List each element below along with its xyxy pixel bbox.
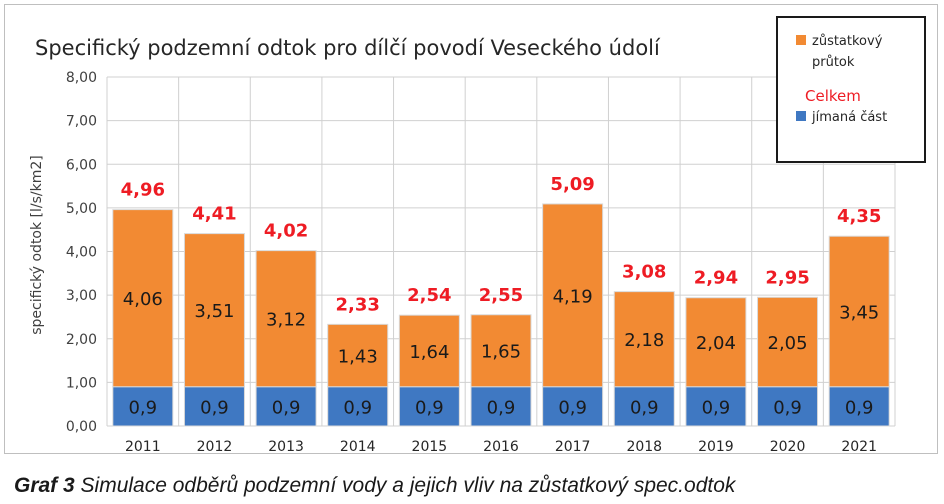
data-label-celkem: 5,09 (550, 174, 594, 195)
bar-zustatkovy-prutok (112, 209, 174, 388)
x-tick-label: 2013 (268, 439, 304, 455)
data-label-jimana-cast: 0,9 (272, 397, 301, 418)
bar-jimana-cast (327, 386, 389, 427)
bar-zustatkovy-prutok (542, 203, 604, 388)
x-tick-label: 2020 (770, 439, 806, 455)
caption-label: Graf 3 (14, 474, 75, 497)
x-tick-label: 2019 (698, 439, 734, 455)
legend-label-jimana-cast: jímaná část (811, 110, 887, 125)
bar-zustatkovy-prutok (327, 323, 389, 388)
bar-jimana-cast (828, 386, 890, 427)
bar-zustatkovy-prutok (255, 250, 317, 388)
data-label-jimana-cast: 0,9 (343, 397, 372, 418)
y-tick-label: 8,00 (66, 70, 97, 86)
data-label-celkem: 2,95 (765, 267, 809, 288)
y-axis-label: specifický odtok [l/s/km2] (29, 155, 45, 335)
data-label-jimana-cast: 0,9 (558, 397, 587, 418)
x-tick-label: 2018 (626, 439, 662, 455)
x-tick-labels: 2011 2012 2013 2014 2015 2016 2017 2018 2019 2020… (125, 439, 877, 455)
bar-jimana-cast (613, 386, 675, 427)
y-tick-label: 1,00 (66, 375, 97, 391)
legend: zůstatkový průtok Celkem jímaná část (776, 16, 926, 163)
data-label-zustatkovy-prutok: 2,05 (768, 333, 808, 354)
data-label-celkem: 4,35 (837, 206, 881, 227)
data-label-jimana-cast: 0,9 (630, 397, 659, 418)
data-label-zustatkovy-prutok: 2,18 (624, 330, 664, 351)
bar-zustatkovy-prutok (613, 291, 675, 388)
data-label-zustatkovy-prutok: 3,51 (194, 301, 234, 322)
legend-label-celkem: Celkem (805, 87, 861, 105)
data-label-celkem: 3,08 (622, 262, 666, 283)
data-label-celkem: 2,33 (336, 294, 380, 315)
y-tick-label: 3,00 (66, 288, 97, 304)
data-label-zustatkovy-prutok: 3,45 (839, 302, 879, 323)
x-tick-label: 2017 (555, 439, 591, 455)
x-tick-label: 2015 (412, 439, 448, 455)
legend-label-zustatkovy-prutok-2: průtok (812, 55, 855, 70)
bar-zustatkovy-prutok (398, 314, 460, 388)
y-tick-label: 5,00 (66, 201, 97, 217)
y-tick-label: 2,00 (66, 332, 97, 348)
bar-zustatkovy-prutok (828, 235, 890, 388)
x-tick-label: 2021 (841, 439, 877, 455)
bar-jimana-cast (255, 386, 317, 427)
bar-zustatkovy-prutok (757, 296, 819, 388)
data-label-jimana-cast: 0,9 (845, 397, 874, 418)
data-label-jimana-cast: 0,9 (415, 397, 444, 418)
figure-caption: Graf 3 Simulace odběrů podzemní vody a j… (14, 474, 735, 498)
bar-zustatkovy-prutok (183, 233, 245, 388)
data-label-celkem: 2,55 (479, 285, 523, 306)
data-label-zustatkovy-prutok: 1,65 (481, 342, 521, 363)
data-label-celkem: 2,54 (407, 285, 451, 306)
x-tick-label: 2012 (197, 439, 233, 455)
y-tick-label: 0,00 (66, 419, 97, 435)
data-label-celkem: 2,94 (694, 268, 738, 289)
y-tick-label: 4,00 (66, 245, 97, 261)
gridlines (106, 76, 896, 427)
x-tick-label: 2014 (340, 439, 376, 455)
x-tick-label: 2016 (483, 439, 519, 455)
data-label-jimana-cast: 0,9 (702, 397, 731, 418)
chart: Specifický podzemní odtok pro dílčí povo… (29, 16, 926, 455)
bar-zustatkovy-prutok (685, 297, 747, 388)
data-label-jimana-cast: 0,9 (128, 397, 157, 418)
y-tick-label: 6,00 (66, 157, 97, 173)
legend-label-zustatkovy-prutok: zůstatkový (812, 34, 883, 49)
caption-text: Simulace odběrů podzemní vody a jejich v… (74, 474, 736, 497)
bar-zustatkovy-prutok (470, 314, 532, 388)
legend-swatch-zustatkovy-prutok (796, 35, 806, 45)
y-tick-label: 7,00 (66, 114, 97, 130)
bar-jimana-cast (398, 386, 460, 427)
data-label-celkem: 4,41 (192, 204, 236, 225)
chart-title: Specifický podzemní odtok pro dílčí povo… (35, 36, 661, 60)
bars: 0,9 4,06 4,96 0,9 3,51 4,41 0,9 3,12 4,02 0,9 1,43… (112, 174, 890, 427)
data-label-zustatkovy-prutok: 3,12 (266, 310, 306, 331)
x-tick-label: 2011 (125, 439, 161, 455)
data-label-jimana-cast: 0,9 (773, 397, 802, 418)
legend-swatch-jimana-cast (796, 111, 806, 121)
data-label-zustatkovy-prutok: 1,64 (409, 342, 449, 363)
data-label-celkem: 4,02 (264, 221, 308, 242)
data-label-jimana-cast: 0,9 (200, 397, 229, 418)
bar-jimana-cast (685, 386, 747, 427)
data-label-zustatkovy-prutok: 4,19 (553, 286, 593, 307)
data-label-zustatkovy-prutok: 1,43 (338, 347, 378, 368)
chart-frame: Specifický podzemní odtok pro dílčí povo… (4, 4, 938, 455)
data-label-zustatkovy-prutok: 4,06 (123, 289, 163, 310)
data-label-jimana-cast: 0,9 (487, 397, 516, 418)
y-tick-labels: 0,00 1,00 2,00 3,00 4,00 5,00 6,00 7,00 8,00 (66, 70, 97, 435)
data-label-celkem: 4,96 (121, 180, 165, 201)
data-label-zustatkovy-prutok: 2,04 (696, 333, 736, 354)
